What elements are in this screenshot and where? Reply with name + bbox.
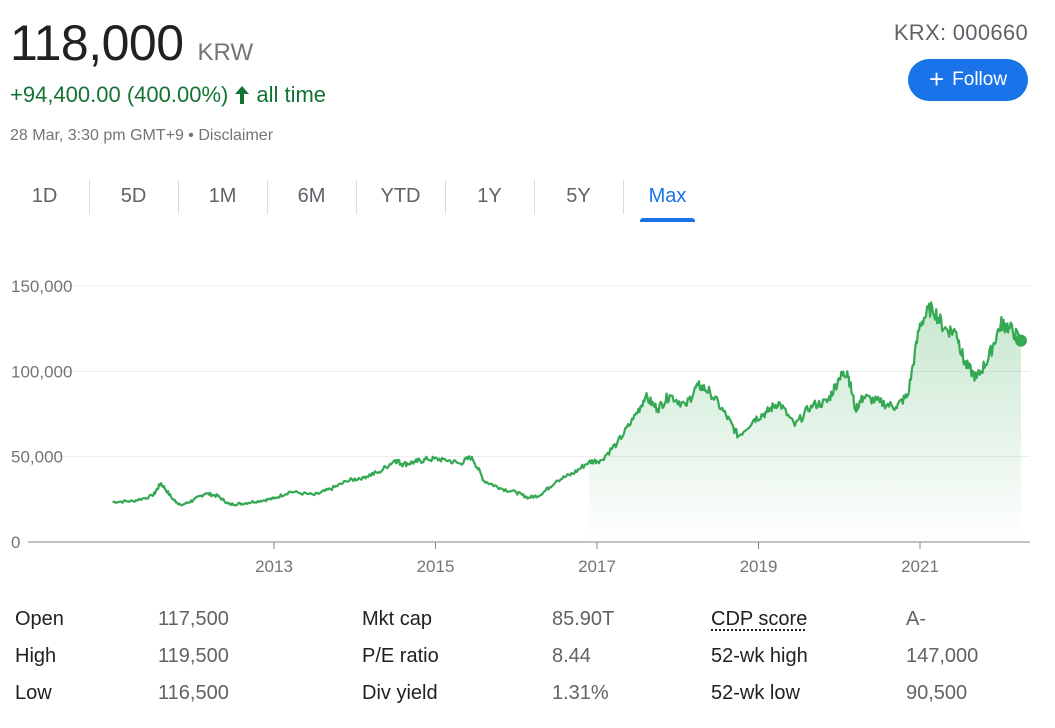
tab-label: 5D bbox=[120, 185, 147, 207]
price-header: 118,000 KRW bbox=[10, 14, 253, 72]
stat-label-52wk-low: 52-wk low bbox=[711, 682, 800, 704]
stat-value-div-yield: 1.31% bbox=[552, 682, 609, 704]
tab-label: 5Y bbox=[566, 185, 591, 207]
stat-value-52wk-low: 90,500 bbox=[906, 682, 968, 704]
tab-ytd[interactable]: YTD bbox=[356, 172, 445, 222]
stat-label-div-yield: Div yield bbox=[362, 682, 438, 704]
currency-label: KRW bbox=[197, 39, 254, 66]
stats-row-high: High 119,500 P/E ratio 8.44 52-wk high 1… bbox=[0, 645, 1055, 679]
price-area bbox=[588, 302, 1021, 542]
tab-label: 1Y bbox=[477, 185, 502, 207]
y-tick-label: 150,000 bbox=[11, 277, 72, 296]
stat-label-52wk-high: 52-wk high bbox=[711, 645, 808, 667]
plus-icon: + bbox=[928, 64, 945, 94]
price-line bbox=[112, 301, 1022, 507]
tab-1d[interactable]: 1D bbox=[0, 172, 89, 222]
ticker-symbol: KRX: 000660 bbox=[893, 20, 1028, 45]
tab-1m[interactable]: 1M bbox=[178, 172, 267, 222]
tab-label: YTD bbox=[380, 185, 421, 207]
tab-5d[interactable]: 5D bbox=[89, 172, 178, 222]
x-tick-label: 2013 bbox=[255, 557, 293, 576]
cdp-score-link[interactable]: CDP score bbox=[711, 608, 808, 630]
tab-label: 1M bbox=[208, 185, 237, 207]
stat-value-52wk-high: 147,000 bbox=[906, 645, 979, 667]
x-tick-label: 2015 bbox=[417, 557, 455, 576]
change-period: all time bbox=[256, 82, 327, 107]
x-tick-label: 2019 bbox=[740, 557, 778, 576]
stat-label-pe-ratio: P/E ratio bbox=[362, 645, 439, 667]
timestamp-disclaimer: 28 Mar, 3:30 pm GMT+9 • Disclaimer bbox=[10, 127, 274, 144]
follow-button[interactable]: + Follow bbox=[908, 59, 1028, 101]
stats-row-open: Open 117,500 Mkt cap 85.90T CDP score A- bbox=[0, 608, 1055, 642]
range-tabs: 1D 5D 1M 6M YTD 1Y 5Y Max bbox=[0, 172, 712, 222]
tab-label: 6M bbox=[297, 185, 326, 207]
stats-row-low: Low 116,500 Div yield 1.31% 52-wk low 90… bbox=[0, 682, 1055, 716]
y-tick-label: 0 bbox=[11, 533, 20, 552]
stat-value-high: 119,500 bbox=[158, 645, 229, 667]
tab-label: Max bbox=[648, 185, 687, 207]
stat-value-low: 116,500 bbox=[158, 682, 229, 704]
tab-max[interactable]: Max bbox=[623, 172, 712, 222]
x-tick-label: 2017 bbox=[578, 557, 616, 576]
stat-label-low: Low bbox=[15, 682, 52, 704]
tab-1y[interactable]: 1Y bbox=[445, 172, 534, 222]
tab-6m[interactable]: 6M bbox=[267, 172, 356, 222]
stat-value-cdp-score: A- bbox=[906, 608, 926, 630]
current-price-dot bbox=[1014, 334, 1027, 347]
y-tick-label: 50,000 bbox=[11, 448, 63, 467]
price-chart[interactable]: 0 50,000 100,000 150,000 2013 2015 2017 2019 202… bbox=[0, 265, 1055, 585]
stat-label-open: Open bbox=[15, 608, 64, 630]
arrow-up-icon bbox=[234, 85, 250, 105]
stat-label-high: High bbox=[15, 645, 57, 667]
price-change: +94,400.00 (400.00%) all time bbox=[10, 82, 326, 108]
tab-5y[interactable]: 5Y bbox=[534, 172, 623, 222]
x-tick-label: 2021 bbox=[901, 557, 939, 576]
stat-value-pe-ratio: 8.44 bbox=[552, 645, 591, 667]
active-tab-indicator bbox=[640, 218, 695, 222]
tab-label: 1D bbox=[31, 185, 58, 207]
stat-label-mkt-cap: Mkt cap bbox=[362, 608, 433, 630]
stat-value-mkt-cap: 85.90T bbox=[552, 608, 615, 630]
current-price: 118,000 bbox=[10, 15, 184, 71]
y-tick-label: 100,000 bbox=[11, 362, 72, 381]
stat-value-open: 117,500 bbox=[158, 608, 229, 630]
change-value: +94,400.00 (400.00%) bbox=[10, 82, 229, 107]
follow-label: Follow bbox=[952, 69, 1008, 90]
